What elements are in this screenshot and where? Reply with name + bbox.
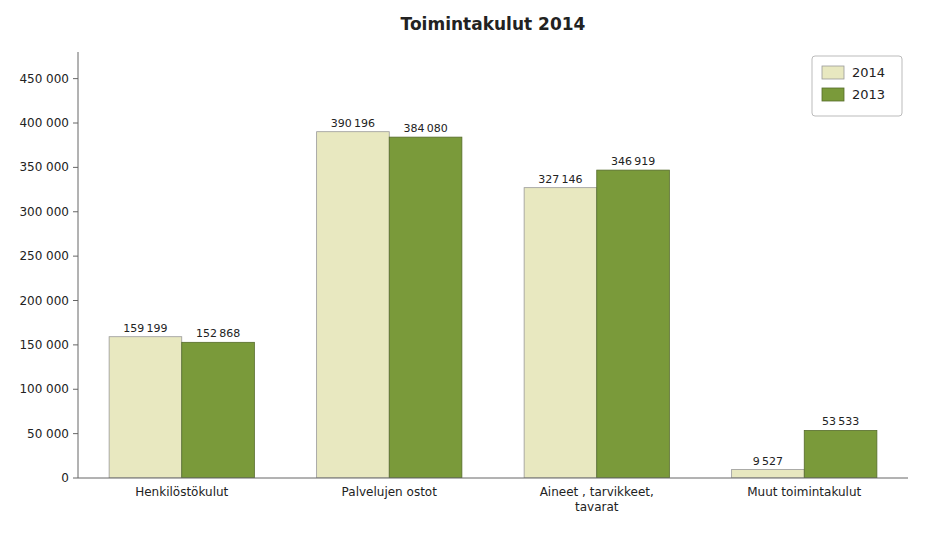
data-label: 390 196	[331, 117, 375, 130]
y-tick-label: 100 000	[19, 382, 69, 396]
y-tick	[73, 300, 78, 301]
y-tick	[73, 167, 78, 168]
y-tick	[73, 344, 78, 345]
bar	[732, 470, 805, 478]
x-tick-label: Palvelujen ostot	[342, 485, 438, 499]
bar	[804, 430, 877, 478]
legend: 2014 2013	[812, 56, 902, 116]
data-labels: 159 199 390 196 327 146 9 527 152 868 384 080…	[123, 117, 859, 468]
legend-swatch	[822, 66, 844, 79]
y-tick	[73, 478, 78, 479]
x-tick-label-line: Henkilöstökulut	[135, 485, 228, 499]
legend-swatch	[822, 88, 844, 101]
y-tick	[73, 123, 78, 124]
bar	[524, 188, 597, 478]
x-tick-label-line: Palvelujen ostot	[342, 485, 438, 499]
bar	[597, 170, 670, 478]
data-label: 384 080	[403, 122, 447, 135]
data-label: 9 527	[753, 455, 783, 468]
data-label: 53 533	[822, 415, 859, 428]
x-axis: Henkilöstökulut Palvelujen ostot Aineet , …	[78, 478, 908, 514]
y-tick-label: 250 000	[19, 249, 69, 263]
bar	[109, 337, 182, 478]
legend-label: 2014	[852, 65, 885, 80]
bar	[317, 132, 390, 478]
y-tick-label: 400 000	[19, 116, 69, 130]
x-axis-line	[78, 478, 908, 479]
data-label: 346 919	[611, 155, 655, 168]
y-tick-label: 200 000	[19, 294, 69, 308]
y-axis: 0 50 000 100 000 150 000 200 000 250 000 300 0…	[19, 52, 78, 485]
x-tick-label-line: Muut toimintakulut	[747, 485, 861, 499]
chart-container: Toimintakulut 2014 0 50 000 100 000 150 000 2…	[0, 0, 930, 540]
chart-svg: Toimintakulut 2014 0 50 000 100 000 150 000 2…	[0, 0, 930, 540]
x-tick-label-line: tavarat	[575, 500, 619, 514]
legend-label: 2013	[852, 87, 885, 102]
y-tick-label: 300 000	[19, 205, 69, 219]
y-tick-label: 50 000	[27, 427, 69, 441]
bar	[182, 342, 255, 478]
y-tick	[73, 256, 78, 257]
x-tick-label-line: Aineet , tarvikkeet,	[540, 485, 654, 499]
x-tick-label: Aineet , tarvikkeet,tavarat	[540, 485, 654, 514]
title: Toimintakulut 2014	[401, 14, 586, 34]
x-tick-label: Henkilöstökulut	[135, 485, 228, 499]
data-label: 152 868	[196, 327, 240, 340]
y-tick	[73, 78, 78, 79]
y-tick-label: 150 000	[19, 338, 69, 352]
y-tick	[73, 389, 78, 390]
y-tick	[73, 211, 78, 212]
data-label: 327 146	[538, 173, 582, 186]
y-tick-label: 450 000	[19, 72, 69, 86]
y-tick-label: 0	[61, 471, 69, 485]
y-tick-label: 350 000	[19, 160, 69, 174]
y-axis-line	[78, 52, 79, 478]
bar	[389, 137, 462, 478]
bars	[109, 132, 877, 478]
page: {"chart_data": {"type": "bar", "title": …	[0, 0, 930, 540]
data-label: 159 199	[123, 322, 167, 335]
y-tick	[73, 433, 78, 434]
x-tick-label: Muut toimintakulut	[747, 485, 861, 499]
legend-box	[812, 56, 902, 116]
